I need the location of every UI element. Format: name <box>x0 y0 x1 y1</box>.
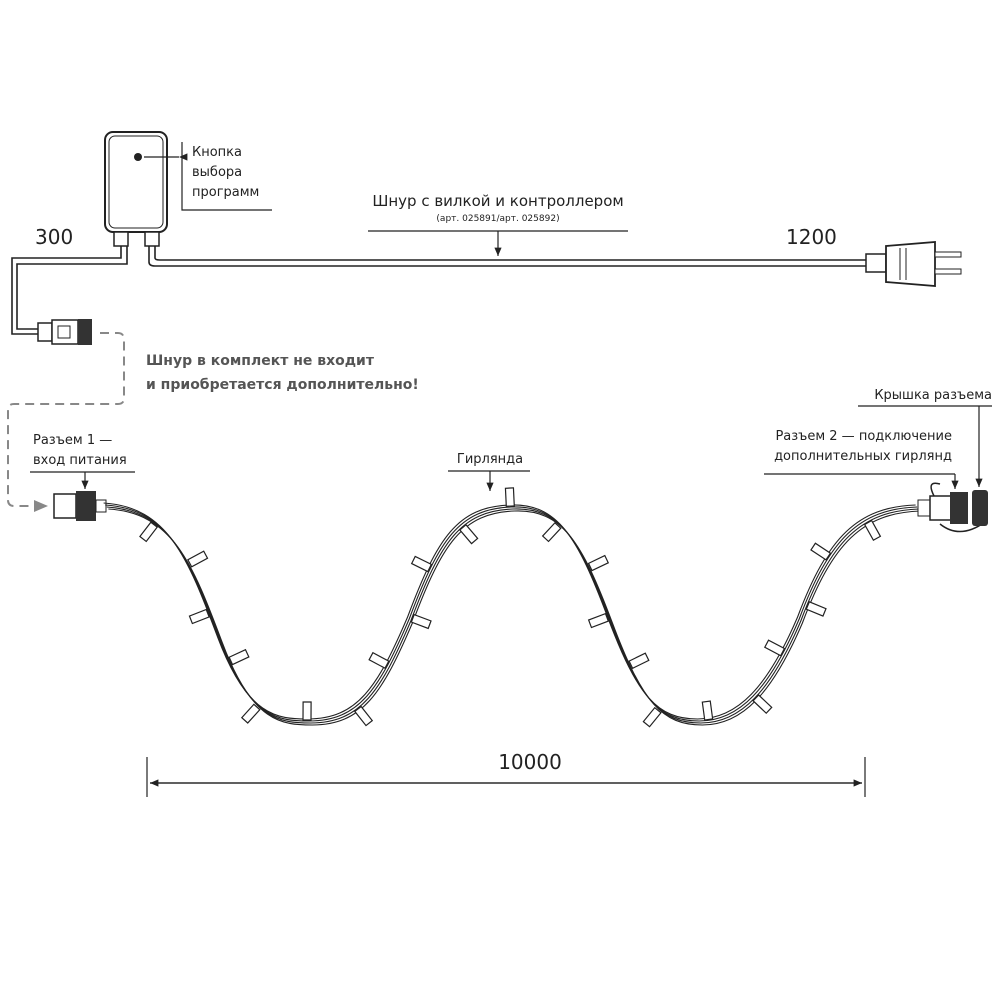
bulb <box>701 700 714 721</box>
controller-cable-300 <box>11 246 122 335</box>
button-label: Кнопка выбора программ <box>192 145 259 200</box>
bulb <box>410 613 432 630</box>
garland-strand <box>105 504 918 722</box>
bulb <box>353 705 374 727</box>
svg-text:дополнительных гирлянд: дополнительных гирлянд <box>774 449 952 464</box>
garland-label: Гирлянда <box>457 452 523 467</box>
optional-cable-dashed <box>7 332 125 512</box>
not-included-note: Шнур в комплект не входит и приобретаетс… <box>146 353 419 393</box>
svg-text:300: 300 <box>35 225 73 249</box>
garland-bulbs <box>139 487 882 728</box>
svg-text:10000: 10000 <box>498 750 562 774</box>
bulb <box>368 651 390 670</box>
svg-text:1200: 1200 <box>786 225 837 249</box>
svg-text:Разъем 2 — подключение: Разъем 2 — подключение <box>775 429 952 444</box>
bulb <box>228 648 250 666</box>
connector-2 <box>917 482 988 533</box>
connector-1 <box>53 491 107 521</box>
bulb <box>188 608 210 625</box>
cord-label: Шнур с вилкой и контроллером (арт. 02589… <box>372 192 623 224</box>
bulb <box>763 639 786 657</box>
bulb <box>302 701 312 721</box>
bulb <box>863 519 882 542</box>
bulb <box>139 521 159 543</box>
controller-box <box>104 131 168 247</box>
svg-text:Шнур с вилкой и контроллером: Шнур с вилкой и контроллером <box>372 192 623 210</box>
bulb <box>587 554 610 572</box>
connector-cap <box>972 490 988 526</box>
svg-text:(арт. 025891/арт. 025892): (арт. 025891/арт. 025892) <box>436 214 559 224</box>
connector-2-label: Разъем 2 — подключение дополнительных ги… <box>774 429 952 464</box>
bulb <box>587 612 610 629</box>
bulb <box>459 523 479 545</box>
cable-connector <box>37 319 92 345</box>
garland-strand <box>108 508 921 726</box>
garland-strand <box>103 502 916 720</box>
power-cable-1200 <box>148 246 868 267</box>
svg-text:Кнопка: Кнопка <box>192 145 242 160</box>
svg-text:Шнур в комплект не входит: Шнур в комплект не входит <box>146 353 375 369</box>
bulb <box>504 487 515 507</box>
program-button-icon <box>134 153 142 161</box>
svg-text:Разъем 1 —: Разъем 1 — <box>33 433 112 448</box>
bulb <box>752 694 773 715</box>
length-dimension: 10000 <box>146 750 866 797</box>
svg-text:и приобретается дополнительно!: и приобретается дополнительно! <box>146 377 419 393</box>
bulb <box>187 550 209 568</box>
garland-wire <box>103 502 921 726</box>
svg-text:вход питания: вход питания <box>33 453 127 468</box>
svg-text:программ: программ <box>192 185 259 200</box>
bulb <box>410 555 433 573</box>
bulb <box>805 601 827 617</box>
bulb <box>240 703 261 724</box>
plug-icon <box>865 241 962 287</box>
connector-1-label: Разъем 1 — вход питания <box>33 433 127 468</box>
bulb <box>810 542 832 561</box>
svg-text:выбора: выбора <box>192 165 242 180</box>
bulb <box>628 652 650 670</box>
bulb <box>642 706 662 728</box>
garland-strand <box>106 506 919 724</box>
bulb <box>541 521 562 543</box>
cap-label: Крышка разъема <box>874 388 992 403</box>
